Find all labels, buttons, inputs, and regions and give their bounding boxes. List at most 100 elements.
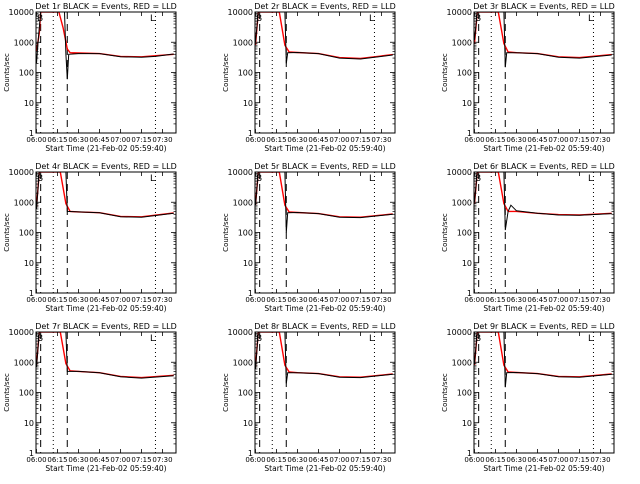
x-tick-label: 06:30 [68,136,88,144]
x-tick-label: 06:30 [68,456,88,464]
x-tick-label: 06:45 [527,296,547,304]
y-tick-label: 1 [29,129,34,138]
x-tick-label: 07:00 [548,136,568,144]
detector-panel-2: B L Det 2r BLACK = Events, RED = LLD 1 10 100… [222,2,396,153]
x-tick-label: 06:15 [47,296,67,304]
x-tick-label: 06:00 [464,296,484,304]
y-tick-label: 10 [243,99,253,108]
y-tick-label: 100 [457,389,472,398]
y-tick-label: 1000 [14,358,34,367]
y-axis-label: Counts/sec [222,373,230,412]
x-tick-label: 07:15 [131,296,151,304]
panel-title: Det 5r BLACK = Events, RED = LLD [254,162,396,171]
x-tick-label: 06:00 [245,296,265,304]
x-tick-label: 06:00 [26,136,46,144]
corner-marker-left: B [37,334,43,344]
y-axis-label: Counts/sec [3,213,11,252]
panel-title: Det 4r BLACK = Events, RED = LLD [35,162,177,171]
x-tick-label: 06:45 [89,296,109,304]
series-line-events [255,332,393,384]
y-tick-label: 10 [243,259,253,268]
x-tick-label: 07:00 [329,136,349,144]
x-tick-label: 06:45 [89,456,109,464]
x-tick-label: 07:30 [371,296,391,304]
corner-marker-right: L [150,174,155,184]
y-tick-label: 100 [238,389,253,398]
corner-marker-right: L [369,174,374,184]
x-tick-label: 06:00 [26,456,46,464]
corner-marker-right: L [369,334,374,344]
y-tick-label: 100 [19,69,34,78]
x-tick-label: 07:00 [110,456,130,464]
x-tick-label: 07:15 [131,456,151,464]
y-axis-label: Counts/sec [222,53,230,92]
y-tick-label: 10000 [447,8,472,17]
y-tick-label: 10000 [228,168,253,177]
y-tick-label: 100 [238,69,253,78]
corner-marker-right: L [588,14,593,24]
y-tick-label: 10 [462,419,472,428]
detector-panel-8: B L Det 8r BLACK = Events, RED = LLD 1 10 100… [222,322,396,473]
panel-title: Det 8r BLACK = Events, RED = LLD [254,322,396,331]
x-axis-label: Start Time (21-Feb-02 05:59:40) [264,144,385,153]
y-tick-label: 1 [248,129,253,138]
y-tick-label: 1000 [233,38,253,47]
x-tick-label: 06:15 [485,296,505,304]
x-tick-label: 06:30 [287,136,307,144]
x-tick-label: 07:15 [350,456,370,464]
x-tick-label: 07:30 [152,296,172,304]
x-tick-label: 06:15 [266,296,286,304]
x-tick-label: 07:00 [110,136,130,144]
x-tick-label: 06:30 [506,296,526,304]
series-line-events [36,172,174,218]
x-tick-label: 07:30 [152,136,172,144]
detector-panel-6: B L Det 6r BLACK = Events, RED = LLD 1 10 100… [441,162,615,313]
x-axis-label: Start Time (21-Feb-02 05:59:40) [483,144,604,153]
y-tick-label: 1 [248,289,253,298]
y-tick-label: 10000 [228,8,253,17]
x-tick-label: 06:30 [68,296,88,304]
x-tick-label: 06:00 [245,456,265,464]
y-tick-label: 100 [457,69,472,78]
x-tick-label: 06:30 [506,456,526,464]
x-axis-label: Start Time (21-Feb-02 05:59:40) [483,304,604,313]
y-axis-label: Counts/sec [222,213,230,252]
panel-title: Det 1r BLACK = Events, RED = LLD [35,2,177,11]
y-axis-label: Counts/sec [441,213,449,252]
x-axis-label: Start Time (21-Feb-02 05:59:40) [45,144,166,153]
x-tick-label: 06:15 [485,136,505,144]
x-tick-label: 07:15 [131,136,151,144]
x-tick-label: 06:45 [308,136,328,144]
x-tick-label: 06:45 [89,136,109,144]
x-tick-label: 06:45 [527,456,547,464]
x-tick-label: 06:30 [287,296,307,304]
y-axis-label: Counts/sec [3,53,11,92]
corner-marker-left: B [475,14,481,24]
x-tick-label: 07:30 [590,136,610,144]
y-tick-label: 100 [19,389,34,398]
y-tick-label: 10000 [9,328,34,337]
panel-title: Det 9r BLACK = Events, RED = LLD [473,322,615,331]
x-tick-label: 07:30 [371,456,391,464]
x-tick-label: 07:30 [371,136,391,144]
x-tick-label: 06:45 [527,136,547,144]
y-tick-label: 1 [248,449,253,458]
y-axis-label: Counts/sec [441,373,449,412]
y-tick-label: 10 [24,419,34,428]
y-tick-label: 10 [24,99,34,108]
x-axis-label: Start Time (21-Feb-02 05:59:40) [45,304,166,313]
series-line-events [474,12,612,68]
x-axis-label: Start Time (21-Feb-02 05:59:40) [264,464,385,473]
x-tick-label: 06:00 [464,136,484,144]
panel-title: Det 7r BLACK = Events, RED = LLD [35,322,177,331]
y-tick-label: 10 [462,259,472,268]
x-tick-label: 06:15 [266,456,286,464]
corner-marker-right: L [150,14,155,24]
corner-marker-left: B [37,174,43,184]
x-tick-label: 07:00 [329,456,349,464]
corner-marker-right: L [588,334,593,344]
y-tick-label: 1000 [452,358,472,367]
y-tick-label: 10 [24,259,34,268]
x-tick-label: 06:45 [308,456,328,464]
